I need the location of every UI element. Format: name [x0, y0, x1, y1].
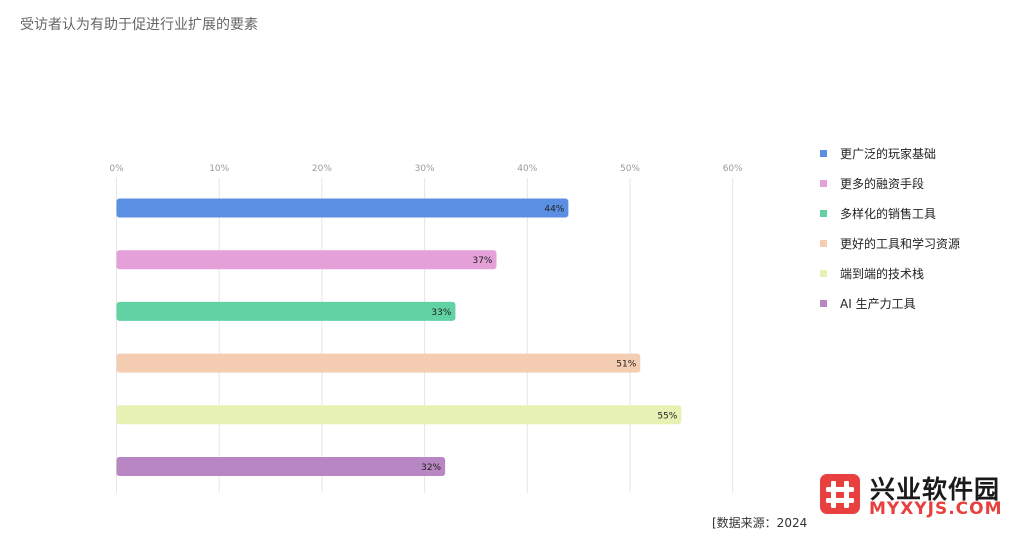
bar-value-label: 44% — [544, 205, 564, 215]
bar-value-label: 37% — [472, 256, 492, 266]
legend-swatch — [820, 149, 827, 157]
bar-value-label: 55% — [657, 411, 677, 421]
watermark-site-url: MYXYJS.COM — [869, 499, 1003, 519]
bar — [116, 198, 569, 218]
x-tick-label: 40% — [517, 164, 537, 174]
bar — [116, 250, 497, 270]
bar — [116, 301, 456, 321]
x-tick-label: 10% — [209, 164, 229, 174]
bar-value-label: 51% — [616, 360, 636, 370]
legend-label: 多样化的销售工具 — [840, 206, 937, 221]
legend-item: AI 生产力工具 — [820, 288, 960, 318]
legend-label: 端到端的技术栈 — [840, 266, 925, 281]
legend-label: 更广泛的玩家基础 — [840, 146, 937, 161]
legend-item: 更多的融资手段 — [820, 168, 960, 198]
site-watermark: 兴业软件园 MYXYJS.COM — [820, 470, 1020, 522]
chart-title: 受访者认为有助于促进行业扩展的要素 — [20, 17, 258, 33]
chart-legend: 更广泛的玩家基础 更多的融资手段 多样化的销售工具更好的工具和学习资源 端到端的技术栈… — [820, 138, 960, 318]
watermark-logo-icon — [820, 474, 860, 514]
legend-label: 更多的融资手段 — [840, 176, 925, 191]
legend-swatch — [820, 239, 827, 247]
x-tick-label: 50% — [620, 164, 640, 174]
legend-swatch — [820, 209, 827, 217]
legend-label: 更好的工具和学习资源 — [840, 236, 961, 251]
legend-item: 多样化的销售工具 — [820, 198, 960, 228]
data-source-note: [数据来源：2024 — [712, 516, 808, 530]
legend-swatch — [820, 299, 827, 307]
legend-item: 更广泛的玩家基础 — [820, 138, 960, 168]
bar — [116, 405, 682, 425]
legend-swatch — [820, 269, 827, 277]
x-tick-label: 0% — [109, 164, 124, 174]
legend-item: 更好的工具和学习资源 — [820, 228, 960, 258]
legend-swatch — [820, 179, 827, 187]
x-tick-label: 60% — [723, 164, 743, 174]
bar — [116, 353, 641, 373]
bar — [116, 457, 446, 476]
x-tick-label: 30% — [415, 164, 435, 174]
legend-label: AI 生产力工具 — [840, 296, 916, 311]
bar-value-label: 32% — [421, 463, 441, 473]
bar-value-label: 33% — [431, 308, 451, 318]
x-tick-label: 20% — [312, 164, 332, 174]
watermark-site-name: 兴业软件园 — [870, 475, 1001, 504]
legend-item: 端到端的技术栈 — [820, 258, 960, 288]
